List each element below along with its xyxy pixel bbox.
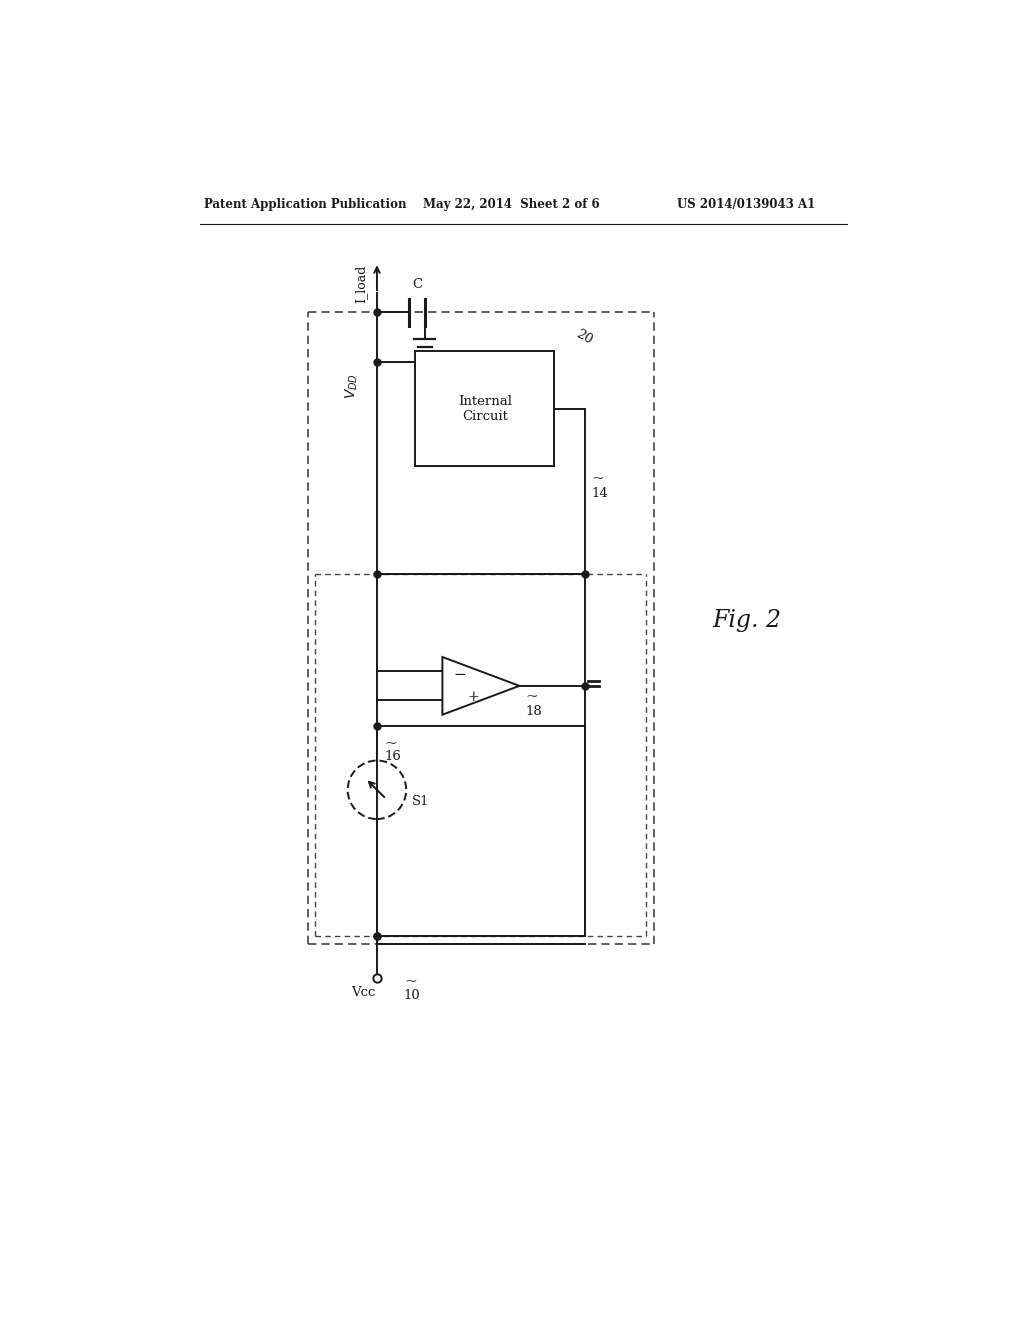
- Text: 16: 16: [385, 750, 401, 763]
- Text: 14: 14: [591, 487, 608, 500]
- Text: $V_{DD}$: $V_{DD}$: [344, 372, 360, 399]
- Text: Patent Application Publication: Patent Application Publication: [204, 198, 407, 211]
- Text: Vcc: Vcc: [351, 986, 375, 999]
- Text: S1: S1: [412, 795, 429, 808]
- Text: Internal
Circuit: Internal Circuit: [458, 395, 512, 422]
- Text: ~: ~: [591, 473, 604, 487]
- Text: C: C: [413, 277, 423, 290]
- Text: −: −: [454, 668, 467, 682]
- Text: ~: ~: [385, 737, 397, 751]
- Text: US 2014/0139043 A1: US 2014/0139043 A1: [677, 198, 815, 211]
- Text: Fig. 2: Fig. 2: [712, 609, 781, 632]
- Text: I_load: I_load: [354, 264, 368, 302]
- Text: +: +: [467, 689, 479, 704]
- Text: 18: 18: [525, 705, 543, 718]
- FancyBboxPatch shape: [416, 351, 554, 466]
- Text: ~: ~: [403, 975, 417, 989]
- Text: ~: ~: [525, 690, 539, 705]
- Text: May 22, 2014  Sheet 2 of 6: May 22, 2014 Sheet 2 of 6: [423, 198, 600, 211]
- Text: 10: 10: [403, 989, 421, 1002]
- Text: 20: 20: [573, 327, 594, 347]
